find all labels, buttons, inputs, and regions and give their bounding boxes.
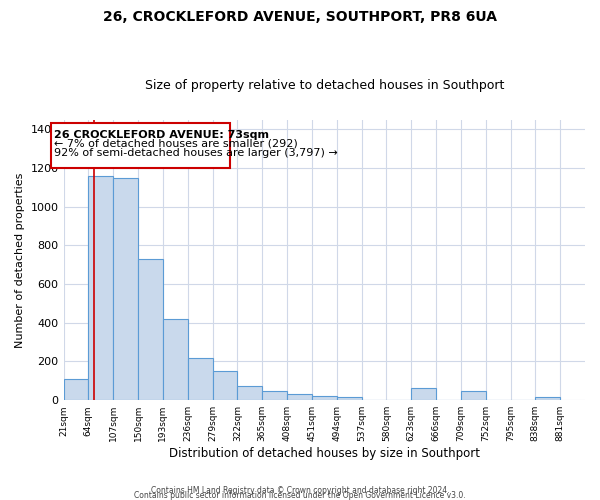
Title: Size of property relative to detached houses in Southport: Size of property relative to detached ho… (145, 79, 504, 92)
Text: ← 7% of detached houses are smaller (292): ← 7% of detached houses are smaller (292… (55, 139, 298, 149)
FancyBboxPatch shape (52, 124, 230, 168)
Bar (238, 386, 262, 400)
Bar (188, 358, 212, 400)
Bar (212, 371, 238, 400)
Bar (163, 319, 188, 400)
Bar (113, 178, 138, 400)
X-axis label: Distribution of detached houses by size in Southport: Distribution of detached houses by size … (169, 447, 480, 460)
Bar (64, 379, 88, 400)
Bar (262, 390, 287, 400)
Text: 26 CROCKLEFORD AVENUE: 73sqm: 26 CROCKLEFORD AVENUE: 73sqm (55, 130, 269, 140)
Bar (312, 396, 337, 400)
Bar (88, 176, 113, 400)
Text: Contains HM Land Registry data © Crown copyright and database right 2024.: Contains HM Land Registry data © Crown c… (151, 486, 449, 495)
Text: Contains public sector information licensed under the Open Government Licence v3: Contains public sector information licen… (134, 490, 466, 500)
Bar (461, 392, 485, 400)
Bar (287, 394, 312, 400)
Text: 92% of semi-detached houses are larger (3,797) →: 92% of semi-detached houses are larger (… (55, 148, 338, 158)
Bar (411, 388, 436, 400)
Bar (535, 398, 560, 400)
Bar (138, 259, 163, 400)
Text: 26, CROCKLEFORD AVENUE, SOUTHPORT, PR8 6UA: 26, CROCKLEFORD AVENUE, SOUTHPORT, PR8 6… (103, 10, 497, 24)
Y-axis label: Number of detached properties: Number of detached properties (15, 172, 25, 348)
Bar (337, 398, 362, 400)
